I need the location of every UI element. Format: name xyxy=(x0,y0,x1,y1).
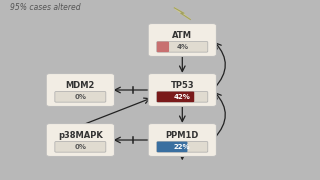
Polygon shape xyxy=(174,8,190,19)
FancyBboxPatch shape xyxy=(157,92,208,102)
FancyBboxPatch shape xyxy=(157,42,208,52)
FancyBboxPatch shape xyxy=(148,24,216,56)
Text: p38MAPK: p38MAPK xyxy=(58,131,103,140)
Text: ATM: ATM xyxy=(172,31,192,40)
Text: PPM1D: PPM1D xyxy=(166,131,199,140)
FancyBboxPatch shape xyxy=(157,92,194,102)
Text: 4%: 4% xyxy=(176,44,188,50)
Text: TP53: TP53 xyxy=(171,81,194,90)
FancyBboxPatch shape xyxy=(148,124,216,156)
Text: MDM2: MDM2 xyxy=(66,81,95,90)
FancyBboxPatch shape xyxy=(55,142,106,152)
FancyBboxPatch shape xyxy=(148,74,216,106)
Text: 22%: 22% xyxy=(174,144,191,150)
FancyBboxPatch shape xyxy=(157,142,208,152)
FancyBboxPatch shape xyxy=(46,124,115,156)
FancyBboxPatch shape xyxy=(55,92,106,102)
Text: 42%: 42% xyxy=(174,94,191,100)
Text: 0%: 0% xyxy=(74,144,86,150)
FancyBboxPatch shape xyxy=(157,142,188,152)
FancyBboxPatch shape xyxy=(157,42,169,52)
FancyBboxPatch shape xyxy=(46,74,115,106)
Text: 0%: 0% xyxy=(74,94,86,100)
Text: 95% cases altered: 95% cases altered xyxy=(10,3,81,12)
